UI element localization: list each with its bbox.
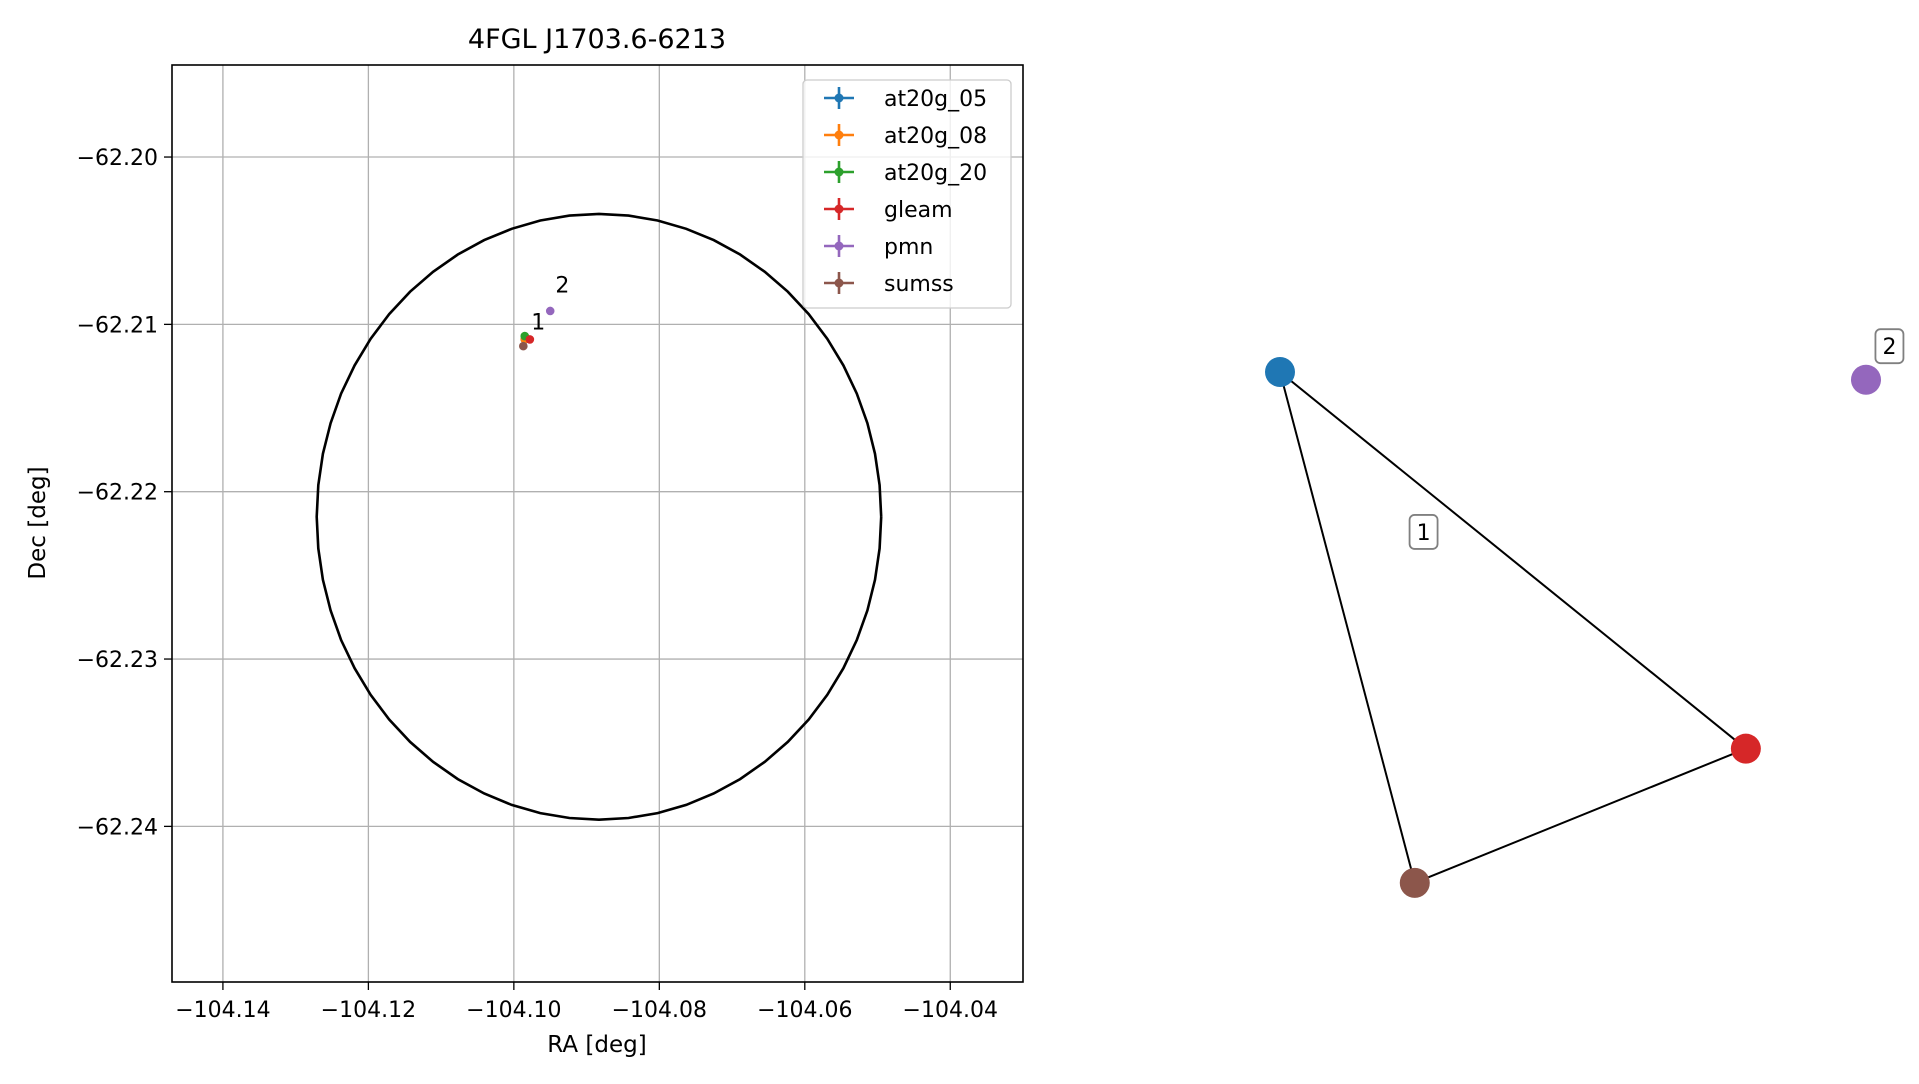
y-tick-label: −62.21 [77, 313, 158, 338]
axes-frame [171, 64, 1024, 983]
x-tick-label: −104.06 [757, 998, 852, 1023]
legend-label: pmn [884, 235, 933, 260]
edge-at20g-sumss [1279, 371, 1416, 884]
point-pmn [545, 306, 555, 316]
edge-at20g-gleam [1279, 371, 1747, 750]
legend-entry: sumss [824, 272, 954, 297]
legend-label: gleam [884, 198, 953, 223]
y-tick-label: −62.23 [77, 648, 158, 673]
scatter-axes: 12 −104.14 −104.12 −104.10 −104.08 −104.06 −1… [25, 24, 1024, 1058]
network-graph: 12 [1265, 328, 1905, 898]
error-ellipse-layer [315, 212, 883, 822]
legend-entry: gleam [824, 198, 953, 223]
annotation-layer: 12 [531, 274, 569, 336]
error-ellipse [315, 212, 883, 822]
grid-lines [172, 65, 1023, 982]
point-gleam [525, 335, 535, 344]
node-pmn [1851, 364, 1881, 395]
legend-label: at20g_20 [884, 161, 987, 186]
y-tick-label: −62.24 [77, 815, 158, 840]
legend-label: at20g_08 [884, 124, 987, 149]
y-axis-label: Dec [deg] [25, 466, 51, 579]
group-label-text: 2 [1882, 335, 1896, 360]
legend-box [802, 79, 1012, 309]
legend-label: at20g_05 [884, 87, 987, 112]
group-label: 2 [1874, 328, 1905, 365]
node-gleam [1730, 733, 1761, 764]
chart-title: 4FGL J1703.6-6213 [468, 24, 726, 55]
x-tick-label: −104.10 [466, 998, 561, 1023]
x-tick-label: −104.04 [903, 998, 998, 1023]
x-axis-label: RA [deg] [547, 1032, 646, 1058]
legend-entry: at20g_05 [824, 87, 987, 112]
legend-entry: at20g_08 [824, 124, 987, 149]
legend-entry: pmn [824, 235, 933, 260]
point-sumss [519, 341, 528, 351]
network-nodes [1265, 357, 1881, 898]
point-annotation: 2 [555, 274, 569, 299]
points-layer [519, 306, 555, 351]
legend-entry: at20g_20 [824, 161, 987, 186]
y-tick-label: −62.22 [77, 481, 158, 506]
x-tick-label: −104.12 [321, 998, 416, 1023]
x-tick-label: −104.14 [175, 998, 270, 1023]
network-group-labels: 12 [1408, 328, 1905, 550]
point-annotation: 1 [531, 310, 545, 335]
node-at20g [1265, 357, 1295, 387]
edge-sumss-gleam [1414, 747, 1747, 884]
y-tick-label: −62.20 [77, 146, 158, 171]
x-tick-label: −104.08 [612, 998, 707, 1023]
legend-label: sumss [884, 272, 954, 297]
network-edges [1279, 371, 1747, 884]
y-ticks: −62.20 −62.21 −62.22 −62.23 −62.24 [77, 146, 172, 840]
group-label-text: 1 [1417, 521, 1431, 546]
group-label: 1 [1408, 514, 1439, 550]
x-ticks: −104.14 −104.12 −104.10 −104.08 −104.06 −104.… [175, 982, 998, 1023]
node-sumss [1399, 867, 1430, 898]
